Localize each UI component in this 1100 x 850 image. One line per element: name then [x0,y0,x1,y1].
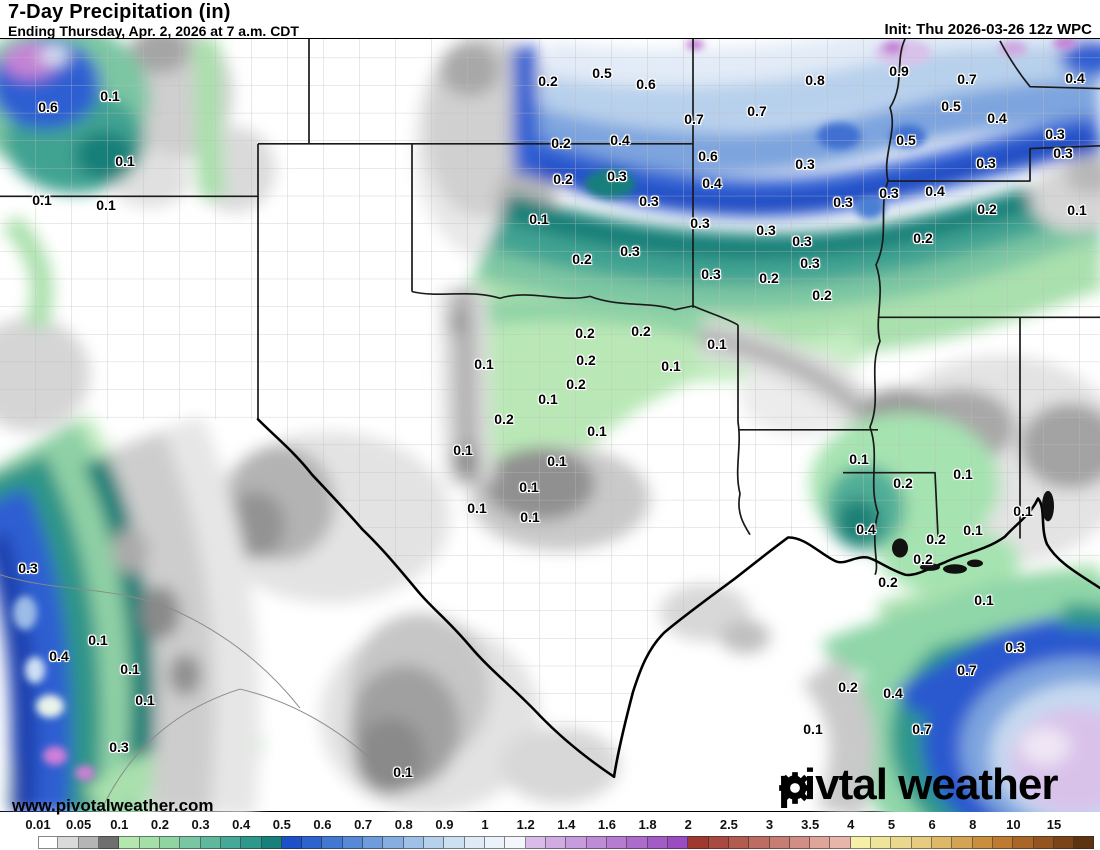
logo-text-right: tal weather [838,760,1059,809]
colorbar-segment [850,836,872,849]
colorbar-segment [464,836,486,849]
colorbar-segment [424,836,445,849]
colorbar-segment [119,836,140,849]
colorbar-tick: 1.6 [597,817,616,832]
colorbar-segment [627,836,648,849]
valid-time-subtitle: Ending Thursday, Apr. 2, 2026 at 7 a.m. … [8,23,299,39]
colorbar-tick: 0.3 [191,817,210,832]
model-init-label: Init: Thu 2026-03-26 12z WPC [884,21,1092,38]
colorbar-segment [261,836,282,849]
colorbar-segment [1013,836,1034,849]
colorbar-tick: 1.4 [557,817,576,832]
colorbar-tick: 0.8 [394,817,413,832]
colorbar-tick: 0.9 [435,817,454,832]
colorbar-tick: 0.7 [354,817,373,832]
colorbar-segment [159,836,181,849]
colorbar-segment [871,836,892,849]
colorbar-segment [1054,836,1074,849]
colorbar-tick: 4 [847,817,855,832]
colorbar-blocks [0,836,1100,849]
colorbar-segment [180,836,201,849]
colorbar-segment [525,836,546,849]
colorbar-segment [993,836,1014,849]
colorbar-segment [1074,836,1094,849]
colorbar-tick: 6 [928,817,936,832]
colorbar-segment [566,836,587,849]
colorbar-segment [972,836,994,849]
colorbar-segment [322,836,343,849]
colorbar-segment [505,836,526,849]
colorbar-segment [444,836,465,849]
colorbar-segment [58,836,79,849]
pivotal-weather-logo: piv tal weather [778,760,1059,809]
colorbar-tick: 0.01 [25,817,51,832]
colorbar-segment [281,836,303,849]
colorbar-tick: 1.2 [516,817,535,832]
colorbar-segment [606,836,628,849]
colorbar-segment [200,836,221,849]
colorbar-segment [728,836,750,849]
colorbar-segment [952,836,973,849]
colorbar-segment [667,836,689,849]
colorbar-segment [688,836,709,849]
watermark: www.pivotalweather.com [12,796,214,815]
colorbar-tick: 1 [481,817,489,832]
colorbar-segment [830,836,851,849]
colorbar-tick: 0.4 [232,817,251,832]
map-graphic [0,39,1100,813]
colorbar-segment [708,836,729,849]
colorbar-tick: 3.5 [801,817,820,832]
colorbar-segment [220,836,242,849]
colorbar-segment [769,836,790,849]
precip-map-canvas[interactable]: 0.6 0.1 0.1 0.1 0.1 0.2 0.5 0.6 0.7 0.7 0.8 0.9 0.7 0… [0,38,1100,815]
page-title: 7-Day Precipitation (in) [8,1,231,23]
colorbar-tick: 1.8 [638,817,657,832]
colorbar-segment [810,836,831,849]
colorbar-segment [789,836,811,849]
colorbar-segment [647,836,668,849]
colorbar-segment [485,836,506,849]
colorbar-segment [78,836,99,849]
colorbar-segment [403,836,425,849]
colorbar-segment [749,836,770,849]
colorbar-tick: 0.2 [150,817,169,832]
colorbar-tick: 0.6 [313,817,332,832]
colorbar-tick: 0.05 [65,817,92,832]
colorbar-segment [932,836,953,849]
colorbar-segment [139,836,160,849]
colorbar-segment [241,836,262,849]
colorbar-tick: 8 [969,817,977,832]
colorbar-segment [342,836,364,849]
colorbar-tick: 2 [684,817,692,832]
colorbar-segment [586,836,607,849]
map-header: 7-Day Precipitation (in) Ending Thursday… [0,0,1100,39]
colorbar-tick: 0.1 [110,817,129,832]
colorbar-segment [546,836,567,849]
colorbar-segment [363,836,384,849]
colorbar-segment [1033,836,1054,849]
colorbar-tick: 2.5 [719,817,738,832]
colorbar-segment [302,836,323,849]
colorbar-tick: 0.5 [272,817,291,832]
colorbar-segment [911,836,933,849]
colorbar-segment [98,836,120,849]
colorbar-tick: 3 [765,817,774,832]
colorbar-tick: 15 [1046,817,1062,832]
colorbar-tick: 10 [1006,817,1021,832]
colorbar-segment [38,836,59,849]
colorbar-tick: 5 [887,817,896,832]
colorbar-segment [383,836,404,849]
precip-colorbar: 0.01 0.05 0.1 0.2 0.3 0.4 0.5 0.6 0.7 0.8 0.9 1 1.2 1… [0,812,1100,850]
colorbar-segment [891,836,912,849]
